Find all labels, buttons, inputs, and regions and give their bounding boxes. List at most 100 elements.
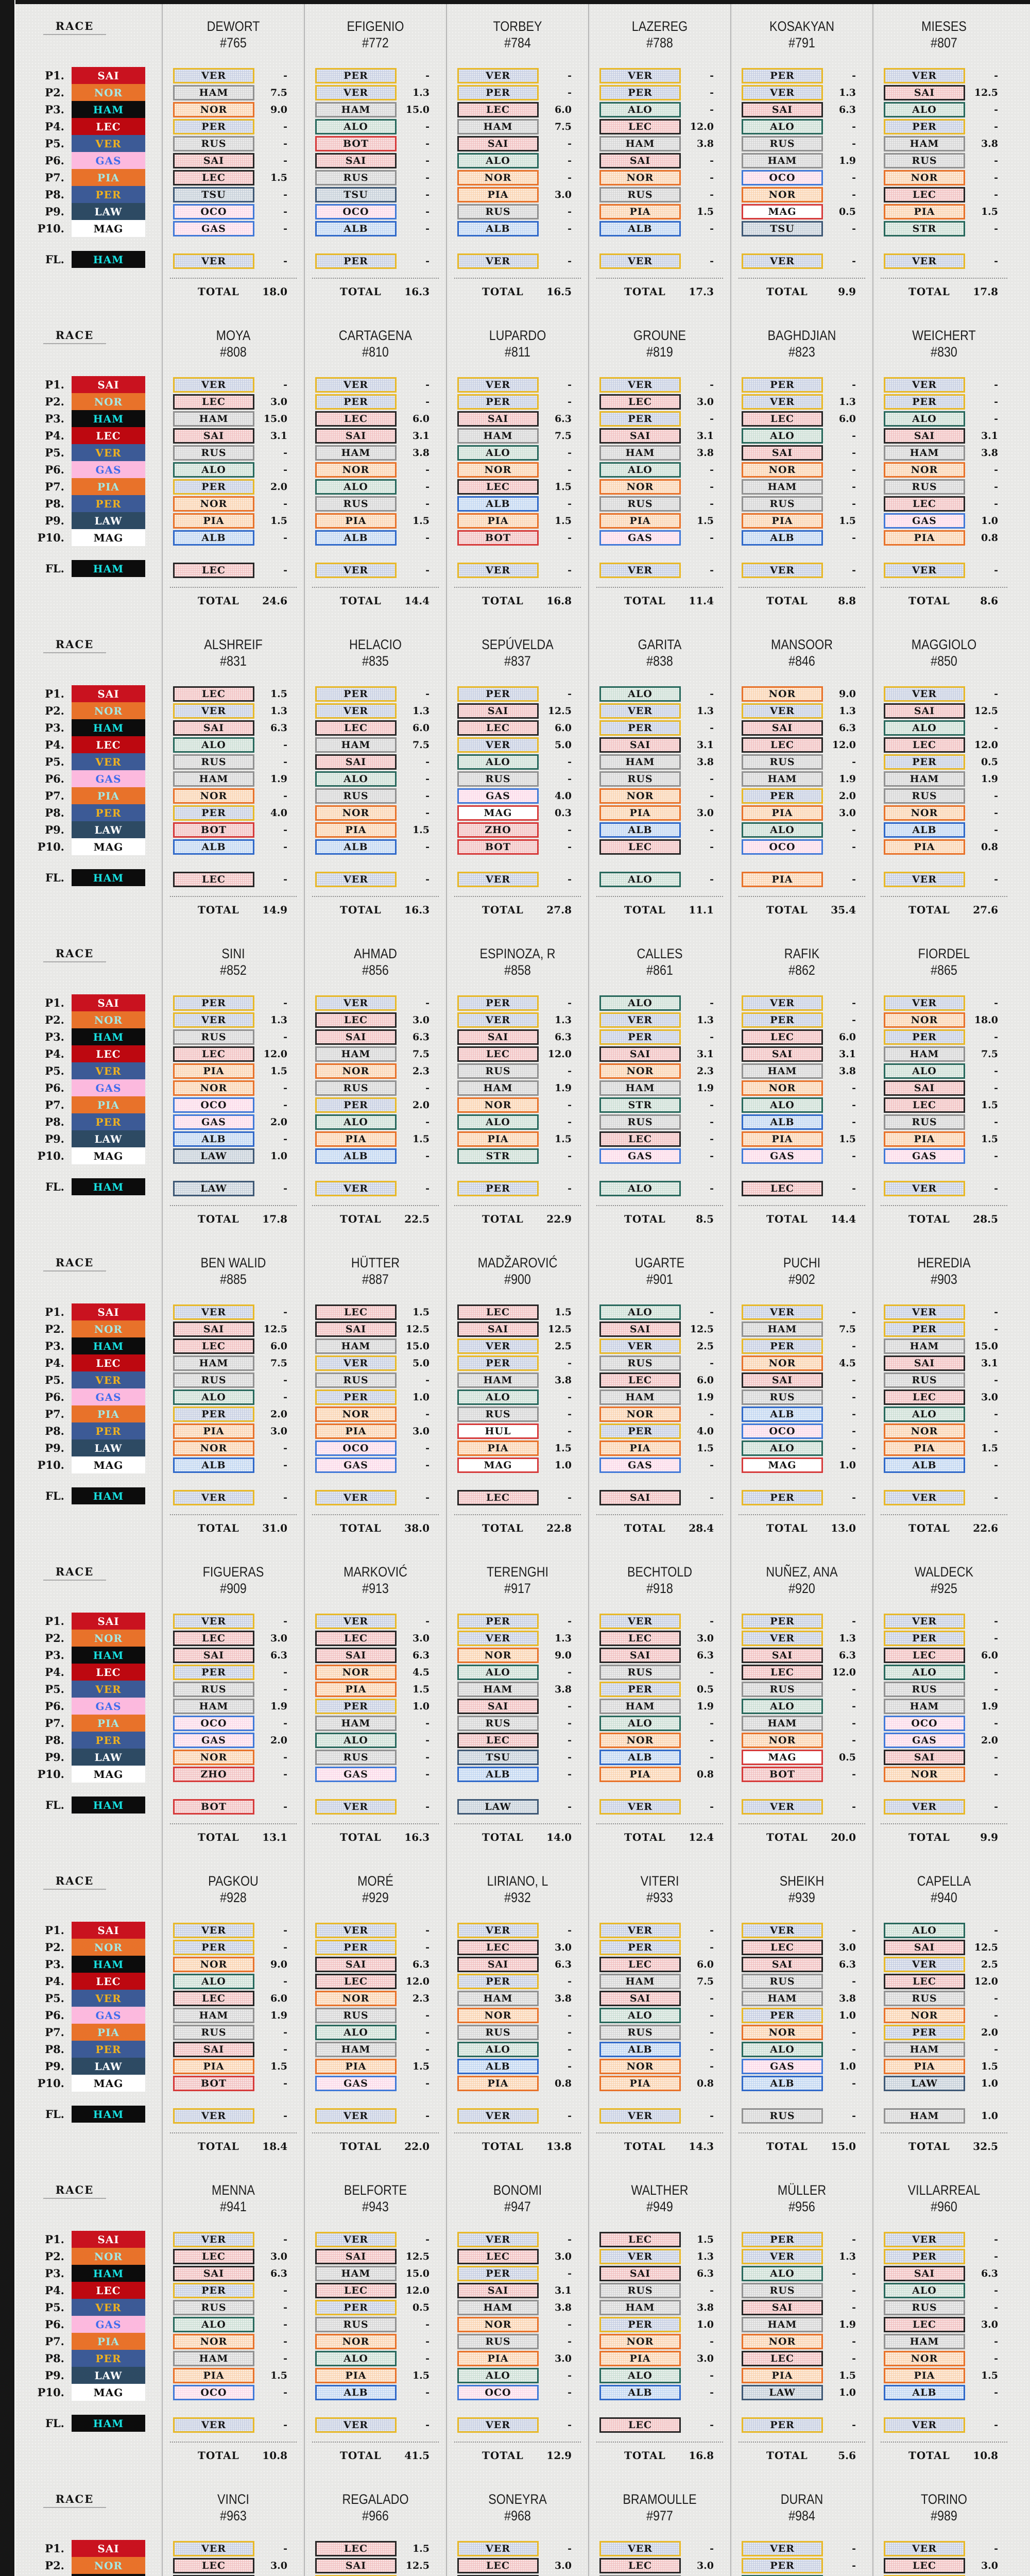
race-driver-swatch: LEC xyxy=(72,118,145,135)
fastest-lap-driver-code: HAM xyxy=(909,2110,939,2122)
pick-driver-code: SAI xyxy=(629,1649,651,1661)
total-label: TOTAL xyxy=(766,904,808,916)
race-driver-swatch: NOR xyxy=(72,1939,145,1956)
race-driver-swatch: HAM xyxy=(72,1028,145,1045)
pick-driver-code: NOR xyxy=(200,498,228,510)
race-position-row: P2. NOR xyxy=(15,1320,162,1337)
pick-driver-code: VER xyxy=(912,997,937,1009)
pick-points: 3.8 xyxy=(838,1065,856,1077)
race-position-row: P9. LAW xyxy=(15,821,162,838)
total-label: TOTAL xyxy=(766,2140,808,2153)
pick-points: 2.0 xyxy=(981,1734,998,1746)
pick-row: LEC 6.0 xyxy=(447,101,588,118)
player-column: BECHTOLD #918 VER - LEC 3.0 SAI 6.3 RUS - PER 0.5 HA… xyxy=(588,1550,730,1859)
pick-driver-cell: RUS xyxy=(457,1063,539,1079)
total-separator xyxy=(596,587,723,588)
pick-points: - xyxy=(994,223,998,234)
player-name: WALDECK xyxy=(915,1564,973,1580)
pick-driver-code: HAM xyxy=(767,773,797,785)
pick-row: RUS - xyxy=(731,135,872,152)
pick-driver-cell: VER xyxy=(742,2540,823,2556)
pick-driver-code: SAI xyxy=(203,430,225,442)
total-value: 14.4 xyxy=(404,595,430,607)
pick-driver-code: NOR xyxy=(911,1768,938,1780)
race-position-row: P6. GAS xyxy=(15,1079,162,1096)
pick-driver-code: ALB xyxy=(344,2386,368,2398)
player-column: MANSOOR #846 NOR 9.0 VER 1.3 SAI 6.3 LEC 12.0 RUS -… xyxy=(730,622,872,931)
pick-driver-cell: PIA xyxy=(884,839,965,855)
pick-row: RUS - xyxy=(589,2024,730,2041)
pick-driver-cell: VER xyxy=(173,1613,254,1629)
pick-driver-code: GAS xyxy=(201,1116,226,1128)
pick-row: NOR 2.3 xyxy=(305,1990,446,2007)
pick-row: GAS - xyxy=(305,2075,446,2092)
pick-points: 1.0 xyxy=(838,2060,856,2072)
pick-row: VER - xyxy=(163,1303,304,1320)
pick-row: HAM - xyxy=(305,1715,446,1732)
race-driver-swatch: MAG xyxy=(72,220,145,237)
pick-points: - xyxy=(994,1116,998,1128)
pick-row: HAM 3.8 xyxy=(447,2299,588,2316)
position-label: P5. xyxy=(45,1992,64,2005)
pick-driver-cell: VER xyxy=(742,995,823,1011)
pick-row: PER 2.0 xyxy=(873,2024,1015,2041)
pick-driver-code: OCO xyxy=(769,841,796,853)
pick-row: NOR - xyxy=(731,2333,872,2350)
pick-driver-code: PIA xyxy=(629,1442,651,1454)
pick-points: 6.0 xyxy=(696,1958,714,1970)
total-label: TOTAL xyxy=(908,1213,950,1225)
pick-points: - xyxy=(568,2060,572,2072)
pick-driver-code: ALB xyxy=(628,2386,653,2398)
pick-driver-cell: VER xyxy=(457,1012,539,1028)
pick-driver-cell: NOR xyxy=(457,1647,539,1663)
fastest-lap-pick-row: PER - xyxy=(731,2416,872,2433)
player-id: #837 xyxy=(504,653,531,669)
pick-driver-code: SAI xyxy=(487,2284,509,2296)
pick-points: - xyxy=(283,2301,287,2313)
pick-driver-code: ALB xyxy=(628,223,653,234)
pick-driver-cell: VER xyxy=(457,67,539,83)
pick-driver-code: NOR xyxy=(911,1425,938,1437)
pick-points: - xyxy=(852,430,856,442)
pick-driver-code: PER xyxy=(770,2233,795,2245)
total-row: TOTAL 18.0 xyxy=(163,284,304,299)
pick-row: PIA 0.8 xyxy=(873,838,1015,855)
position-label: P3. xyxy=(45,1340,64,1352)
pick-driver-cell: HAM xyxy=(457,2299,539,2315)
pick-row: VER - xyxy=(873,994,1015,1011)
pick-driver-cell: RUS xyxy=(599,1355,681,1371)
fastest-lap-driver-cell: VER xyxy=(884,2417,965,2433)
pick-row: ALO- xyxy=(589,2367,730,2384)
pick-driver-code: LEC xyxy=(628,841,652,853)
race-position-row: P10. MAG xyxy=(15,2075,162,2092)
player-column: WALDECK #925 VER - PER - LEC 6.0 ALO - RUS - HAM 1.9 O… xyxy=(872,1550,1015,1859)
fastest-lap-points: - xyxy=(994,1801,998,1812)
pick-points: - xyxy=(710,1941,714,1953)
fastest-lap-pick-row: PER - xyxy=(447,1180,588,1197)
pick-driver-code: LEC xyxy=(913,1391,936,1403)
pick-points: - xyxy=(994,1751,998,1763)
pick-points: 2.0 xyxy=(412,1099,430,1111)
pick-driver-cell: ALB xyxy=(315,2384,397,2400)
pick-driver-code: ALO xyxy=(770,1442,795,1454)
pick-driver-code: VER xyxy=(201,2233,226,2245)
race-position-row: P3.HAM xyxy=(15,1028,162,1045)
pick-driver-code: VER xyxy=(485,739,510,751)
pick-row: SAI 3.1 xyxy=(873,427,1015,444)
pick-driver-cell: VER xyxy=(315,2231,397,2247)
pick-driver-code: PIA xyxy=(914,2369,935,2381)
pick-driver-code: PER xyxy=(201,997,226,1009)
total-row: TOTAL 16.3 xyxy=(305,284,446,299)
player-column: SONEYRA#968VER-LEC3.0SAI6.3PER-RUS-ALO-H… xyxy=(446,2477,588,2576)
pick-points: - xyxy=(710,172,714,183)
pick-points: - xyxy=(283,498,287,510)
pick-points: - xyxy=(568,1357,572,1369)
pick-row: HAM - xyxy=(873,2333,1015,2350)
race-position-row: P6. GAS xyxy=(15,2316,162,2333)
pick-points: 1.3 xyxy=(838,2250,856,2262)
pick-driver-code: SAI xyxy=(203,1649,225,1661)
pick-points: - xyxy=(994,481,998,493)
